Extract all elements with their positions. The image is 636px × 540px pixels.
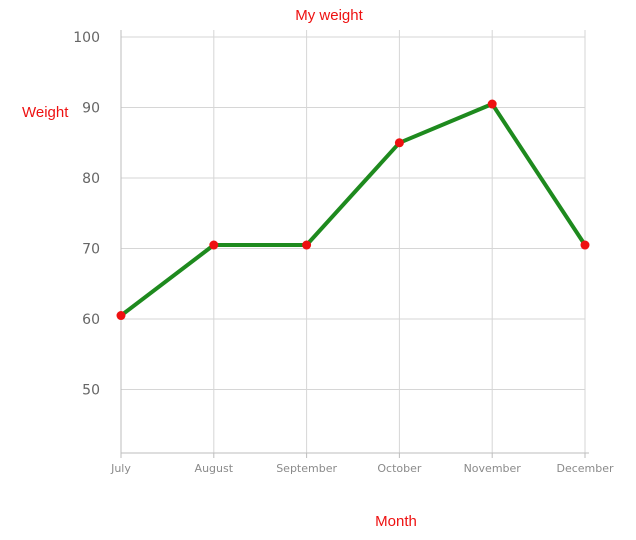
data-point-marker (302, 240, 312, 250)
x-axis-label: Month (375, 513, 417, 530)
axes (120, 30, 589, 454)
x-tick-label: September (276, 462, 337, 475)
data-point-markers (116, 99, 590, 321)
data-point-marker (209, 240, 219, 250)
x-tick-label: November (464, 462, 522, 475)
weight-series-line (119, 102, 587, 318)
x-tick-labels: July August September October November Decemb… (110, 453, 614, 475)
y-tick-label: 50 (82, 383, 100, 399)
data-point-marker (487, 99, 497, 109)
x-tick-label: July (110, 462, 131, 475)
y-tick-label: 80 (82, 171, 100, 187)
x-tick-label: December (556, 462, 614, 475)
y-tick-labels: 50 60 70 80 90 100 (73, 30, 100, 399)
gridlines (121, 30, 586, 453)
x-tick-label: August (195, 462, 234, 475)
y-tick-label: 70 (82, 242, 100, 258)
chart-title: My weight (295, 7, 363, 24)
data-point-marker (116, 311, 126, 321)
data-point-marker (394, 138, 404, 148)
y-tick-label: 90 (82, 101, 100, 117)
y-axis-label: Weight (22, 104, 69, 121)
y-tick-label: 100 (73, 30, 100, 46)
series-line-group (119, 102, 587, 318)
data-point-marker (580, 240, 590, 250)
y-tick-label: 60 (82, 312, 100, 328)
x-tick-label: October (377, 462, 421, 475)
